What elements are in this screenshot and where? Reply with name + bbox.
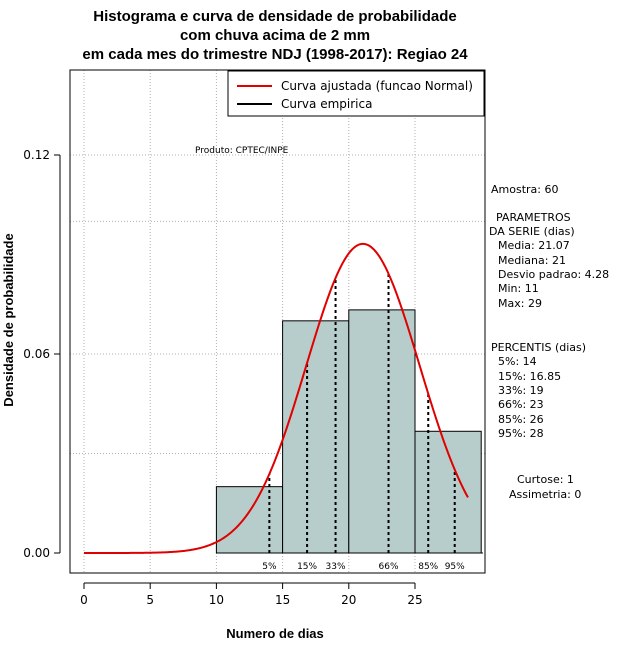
histogram-bar-1	[282, 320, 350, 554]
x-tick-label: 15	[275, 593, 290, 607]
percentile-label-15: 15%	[297, 562, 317, 572]
x-axis: 0 5 10 15 20 25	[80, 582, 423, 607]
x-tick-label: 5	[146, 593, 154, 607]
params-title-2: DA SERIE (dias)	[489, 225, 575, 238]
y-tick-label: 0.00	[23, 546, 50, 560]
side-panel: Amostra: 60 PARAMETROS DA SERIE (dias) M…	[489, 183, 609, 501]
legend: Curva ajustada (funcao Normal) Curva emp…	[227, 70, 485, 117]
chart-title-line-3: em cada mes do trimestre NDJ (1998-2017)…	[82, 46, 468, 63]
x-axis-label: Numero de dias	[226, 626, 324, 641]
params-title-1: PARAMETROS	[496, 211, 571, 224]
percentil-5: 5%: 14	[498, 355, 537, 368]
histogram-bar-3	[414, 430, 482, 554]
chart-title-line-1: Histograma e curva de densidade de proba…	[93, 8, 456, 25]
percentil-33: 33%: 19	[498, 384, 544, 397]
percentil-85: 85%: 26	[498, 413, 544, 426]
normal-curve	[84, 242, 469, 554]
param-mean: Media: 21.07	[498, 239, 570, 252]
percentile-labels: 5% 15% 33% 66% 85% 95%	[262, 562, 465, 572]
sample-size: Amostra: 60	[491, 183, 558, 196]
percentile-label-85: 85%	[418, 562, 438, 572]
y-tick-label: 0.12	[23, 148, 50, 162]
product-annotation: Produto: CPTEC/INPE	[195, 146, 289, 156]
histogram-bar-2	[348, 309, 416, 554]
y-axis-label: Densidade de probabilidade	[1, 233, 16, 406]
skewness: Assimetria: 0	[509, 488, 581, 501]
y-axis: 0.00 0.06 0.12	[23, 148, 61, 560]
plot-frame	[69, 69, 486, 574]
x-tick-label: 10	[209, 593, 224, 607]
param-max: Max: 29	[498, 297, 542, 310]
param-min: Min: 11	[498, 282, 539, 295]
percentile-lines	[268, 273, 456, 553]
percentis-title: PERCENTIS (dias)	[491, 341, 586, 354]
chart-title-line-2: com chuva acima de 2 mm	[180, 27, 370, 44]
percentil-15: 15%: 16.85	[498, 370, 561, 383]
percentile-label-5: 5%	[262, 562, 277, 572]
histogram-bars	[215, 309, 483, 554]
param-median: Mediana: 21	[498, 254, 566, 267]
x-tick-label: 25	[407, 593, 422, 607]
percentile-label-33: 33%	[326, 562, 346, 572]
x-tick-label: 20	[341, 593, 356, 607]
percentil-66: 66%: 23	[498, 398, 544, 411]
histogram-bar-0	[215, 486, 284, 554]
kurtosis: Curtose: 1	[517, 473, 574, 486]
param-sd: Desvio padrao: 4.28	[498, 268, 609, 281]
legend-label-empirical: Curva empirica	[281, 97, 372, 111]
percentil-95: 95%: 28	[498, 427, 544, 440]
x-tick-label: 0	[80, 593, 88, 607]
percentile-label-95: 95%	[445, 562, 465, 572]
legend-label-fitted: Curva ajustada (funcao Normal)	[281, 79, 473, 93]
legend-box	[227, 70, 485, 117]
percentile-label-66: 66%	[379, 562, 399, 572]
y-tick-label: 0.06	[23, 347, 50, 361]
